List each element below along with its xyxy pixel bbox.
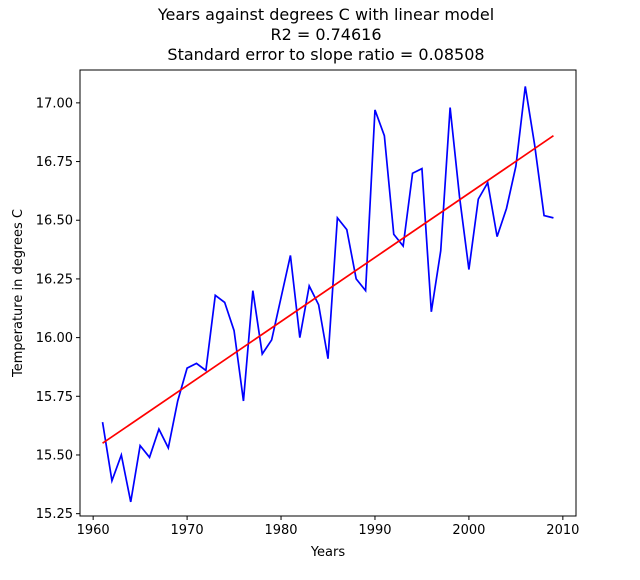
y-axis-label: Temperature in degrees C [11,209,26,378]
plot-lines [101,86,554,503]
x-tick-label: 2000 [452,523,485,538]
x-axis-label: Years [310,545,346,560]
y-tick-label: 15.25 [36,507,73,522]
x-tick-label: 1980 [264,523,297,538]
title-line-1: Years against degrees C with linear mode… [157,5,494,24]
title-line-2: R2 = 0.74616 [270,25,381,44]
x-tick-label: 1990 [358,523,391,538]
plot-frame [79,69,577,517]
series-line-1 [101,86,554,503]
y-tick-label: 16.75 [36,155,73,170]
chart-title: Years against degrees C with linear mode… [157,5,494,64]
y-tick-label: 15.50 [36,448,73,463]
series-line-2 [102,135,554,444]
title-line-3: Standard error to slope ratio = 0.08508 [167,45,484,64]
y-tick-label: 16.50 [36,214,73,229]
x-tick-label: 1970 [171,523,204,538]
x-tick-label: 1960 [77,523,110,538]
axis-ticks: 1960 1970 1980 1990 2000 2010 15.25 15.50 15.75 1… [36,96,580,538]
y-tick-label: 17.00 [36,96,73,111]
y-tick-label: 16.25 [36,272,73,287]
y-tick-label: 15.75 [36,390,73,405]
x-tick-label: 2010 [546,523,579,538]
y-tick-label: 16.00 [36,331,73,346]
